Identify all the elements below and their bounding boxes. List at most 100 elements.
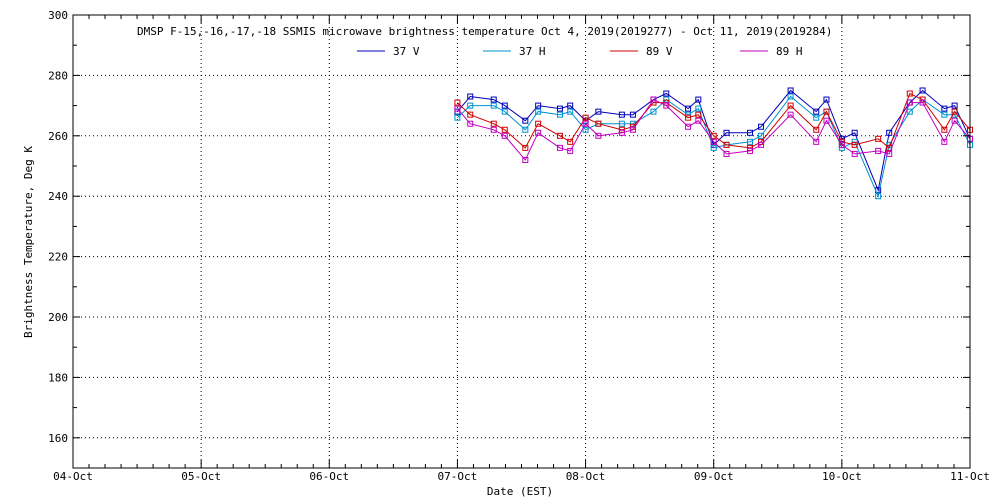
data-point	[567, 147, 574, 154]
data-point	[522, 144, 529, 151]
data-point	[875, 147, 882, 154]
data-point	[522, 117, 529, 124]
data-point	[886, 150, 893, 157]
data-point	[685, 105, 692, 112]
series-89-h	[454, 96, 973, 163]
data-point	[685, 123, 692, 130]
x-tick-label: 04-Oct	[53, 470, 93, 483]
data-point	[787, 111, 794, 118]
x-tick-label: 10-Oct	[822, 470, 862, 483]
x-tick-label: 05-Oct	[181, 470, 221, 483]
data-point	[695, 105, 702, 112]
data-point	[747, 129, 754, 136]
data-point	[906, 90, 913, 97]
data-point	[467, 102, 474, 109]
data-point	[522, 126, 529, 133]
data-point	[567, 138, 574, 145]
data-point	[535, 129, 542, 136]
ticks-layer: 160 180 200 220 240 260 280 300 04-Oct 05-Oct 06-O…	[48, 9, 990, 483]
data-point	[618, 129, 625, 136]
data-point	[556, 111, 563, 118]
y-tick-label: 240	[48, 190, 68, 203]
data-point	[941, 105, 948, 112]
data-point	[618, 111, 625, 118]
data-point	[650, 96, 657, 103]
data-point	[582, 126, 589, 133]
data-point	[723, 141, 730, 148]
data-point	[787, 87, 794, 94]
data-point	[535, 108, 542, 115]
data-point	[501, 102, 508, 109]
data-point	[454, 105, 461, 112]
y-tick-label: 280	[48, 69, 68, 82]
data-point	[582, 114, 589, 121]
data-point	[695, 117, 702, 124]
data-point	[787, 93, 794, 100]
series-89-v	[454, 90, 973, 151]
grid-layer	[73, 15, 970, 468]
data-point	[941, 126, 948, 133]
data-point	[490, 120, 497, 127]
series-layer	[454, 87, 973, 200]
data-point	[747, 147, 754, 154]
data-point	[710, 132, 717, 139]
data-point	[535, 120, 542, 127]
data-point	[501, 126, 508, 133]
data-point	[663, 96, 670, 103]
data-point	[490, 102, 497, 109]
data-point	[906, 108, 913, 115]
data-point	[454, 114, 461, 121]
data-point	[522, 156, 529, 163]
data-point	[813, 108, 820, 115]
data-point	[951, 117, 958, 124]
data-point	[813, 126, 820, 133]
data-point	[650, 108, 657, 115]
legend-label: 37 V	[393, 45, 420, 58]
data-point	[556, 132, 563, 139]
data-point	[723, 129, 730, 136]
data-point	[823, 96, 830, 103]
data-point	[875, 135, 882, 142]
x-tick-label: 08-Oct	[566, 470, 606, 483]
data-point	[567, 108, 574, 115]
data-point	[787, 102, 794, 109]
x-axis-label: Date (EST)	[487, 485, 553, 498]
data-point	[467, 120, 474, 127]
data-point	[490, 96, 497, 103]
data-point	[747, 138, 754, 145]
data-point	[851, 141, 858, 148]
series-line	[457, 92, 971, 149]
data-point	[556, 144, 563, 151]
x-tick-label: 11-Oct	[950, 470, 990, 483]
data-point	[851, 150, 858, 157]
y-tick-label: 220	[48, 251, 68, 264]
data-point	[758, 132, 765, 139]
data-point	[813, 138, 820, 145]
x-tick-label: 06-Oct	[309, 470, 349, 483]
data-point	[941, 138, 948, 145]
data-point	[467, 111, 474, 118]
data-point	[595, 120, 602, 127]
data-point	[618, 120, 625, 127]
y-tick-label: 180	[48, 371, 68, 384]
data-point	[695, 96, 702, 103]
data-point	[595, 108, 602, 115]
legend-label: 37 H	[519, 45, 546, 58]
x-tick-label: 09-Oct	[694, 470, 734, 483]
data-point	[454, 99, 461, 106]
data-point	[582, 120, 589, 127]
data-point	[629, 126, 636, 133]
data-point	[629, 111, 636, 118]
data-point	[663, 90, 670, 97]
data-point	[906, 99, 913, 106]
data-point	[886, 129, 893, 136]
data-point	[941, 111, 948, 118]
legend: 37 V 37 H 89 V 89 H	[357, 45, 803, 58]
chart-title: DMSP F-15,-16,-17,-18 SSMIS microwave br…	[137, 25, 832, 38]
y-tick-label: 260	[48, 130, 68, 143]
data-point	[490, 126, 497, 133]
data-point	[758, 123, 765, 130]
data-point	[556, 105, 563, 112]
